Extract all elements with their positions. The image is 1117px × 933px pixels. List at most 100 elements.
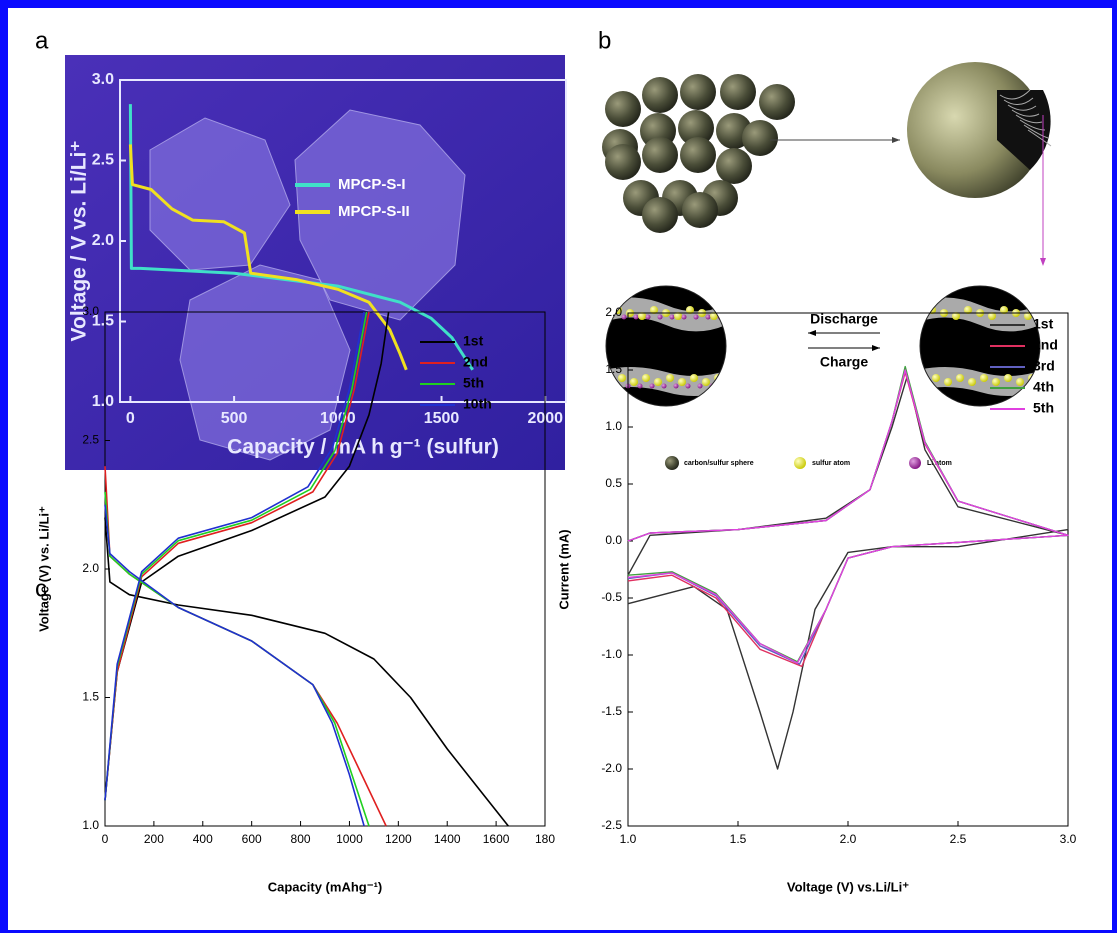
li <box>698 384 703 389</box>
sphere <box>680 74 716 110</box>
x-tick-label: 1000 <box>336 832 363 846</box>
x-axis-label: Voltage (V) vs.Li/Li⁺ <box>787 879 909 894</box>
sulfur <box>666 374 674 382</box>
sphere <box>742 120 778 156</box>
sphere <box>642 137 678 173</box>
y-tick-label: -1.5 <box>601 704 622 718</box>
x-tick-label: 1.0 <box>620 832 637 846</box>
legend-label: 5th <box>463 375 484 391</box>
y-tick-label: 2.5 <box>92 152 114 169</box>
series-line <box>628 370 1068 663</box>
series-line <box>628 376 1068 769</box>
series-line <box>628 370 1068 664</box>
li <box>706 315 711 320</box>
x-tick-label: 2.0 <box>840 832 857 846</box>
legend-label: 5th <box>1033 400 1054 416</box>
legend-label: MPCP-S-I <box>338 176 406 193</box>
legend-label: 2nd <box>463 354 488 370</box>
sulfur <box>630 378 638 386</box>
pore-view <box>596 286 736 406</box>
x-tick-label: 180 <box>535 832 555 846</box>
x-tick-label: 400 <box>193 832 213 846</box>
li <box>622 315 627 320</box>
sulfur <box>702 378 710 386</box>
legend-label: 2nd <box>1033 337 1058 353</box>
sphere <box>605 144 641 180</box>
li <box>650 384 655 389</box>
x-tick-label: 500 <box>221 410 248 427</box>
sphere <box>720 74 756 110</box>
x-tick-label: 2.5 <box>950 832 967 846</box>
li <box>674 384 679 389</box>
sulfur <box>932 374 940 382</box>
y-tick-label: 2.0 <box>605 305 622 319</box>
legend-label: MPCP-S-II <box>338 203 410 220</box>
sulfur <box>1016 378 1024 386</box>
panel-label: b <box>598 27 611 54</box>
legend-label: carbon/sulfur sphere <box>684 460 754 467</box>
pore-view <box>910 286 1050 406</box>
li <box>670 315 675 320</box>
sphere <box>642 197 678 233</box>
x-tick-label: 3.0 <box>1060 832 1077 846</box>
y-tick-label: 3.0 <box>92 71 114 88</box>
legend-label: 1st <box>1033 316 1054 332</box>
figure-frame: bDischargeChargecarbon/sulfur spheresulf… <box>0 0 1117 933</box>
x-tick-label: 1400 <box>434 832 461 846</box>
li <box>658 315 663 320</box>
legend-swatch <box>665 456 679 470</box>
li <box>682 315 687 320</box>
x-tick-label: 200 <box>144 832 164 846</box>
y-tick-label: -1.0 <box>601 647 622 661</box>
legend-label: 10th <box>463 396 492 412</box>
legend-label: 4th <box>1033 379 1054 395</box>
series-line <box>628 372 1068 666</box>
y-tick-label: 2.0 <box>82 561 99 575</box>
y-tick-label: -0.5 <box>601 590 622 604</box>
y-tick-label: 1.0 <box>605 419 622 433</box>
sphere <box>682 192 718 228</box>
sphere <box>759 84 795 120</box>
li <box>662 384 667 389</box>
legend-label: 1st <box>463 333 484 349</box>
sulfur <box>1004 374 1012 382</box>
legend-label: sulfur atom <box>812 460 850 467</box>
y-tick-label: 2.0 <box>92 232 114 249</box>
li <box>686 384 691 389</box>
y-tick-label: 1.5 <box>605 362 622 376</box>
li <box>694 315 699 320</box>
sulfur <box>944 378 952 386</box>
x-axis-label: Capacity (mAhg⁻¹) <box>268 879 382 894</box>
x-tick-label: 1600 <box>483 832 510 846</box>
sphere <box>605 91 641 127</box>
y-tick-label: 1.0 <box>82 818 99 832</box>
y-tick-label: 0.5 <box>605 476 622 490</box>
legend-label: 3rd <box>1033 358 1055 374</box>
sulfur <box>968 378 976 386</box>
x-tick-label: 600 <box>242 832 262 846</box>
x-tick-label: 800 <box>291 832 311 846</box>
y-tick-label: 1.0 <box>92 393 114 410</box>
sulfur <box>992 378 1000 386</box>
x-tick-label: 0 <box>102 832 109 846</box>
decoration <box>65 55 1051 470</box>
y-tick-label: -2.5 <box>601 818 622 832</box>
li <box>634 315 639 320</box>
y-tick-label: 3.0 <box>82 304 99 318</box>
li <box>638 384 643 389</box>
x-tick-label: 1500 <box>424 410 460 427</box>
y-tick-label: -2.0 <box>601 761 622 775</box>
sulfur <box>642 374 650 382</box>
li <box>614 384 619 389</box>
sulfur <box>956 374 964 382</box>
legend-swatch <box>909 457 921 469</box>
arrow-head <box>872 345 880 351</box>
x-tick-label: 0 <box>126 410 135 427</box>
x-tick-label: 1200 <box>385 832 412 846</box>
y-axis-label: Current (mA) <box>556 529 571 609</box>
arrow-head <box>892 137 900 143</box>
x-tick-label: 1000 <box>320 410 356 427</box>
arrow-head <box>808 330 816 336</box>
li <box>646 315 651 320</box>
